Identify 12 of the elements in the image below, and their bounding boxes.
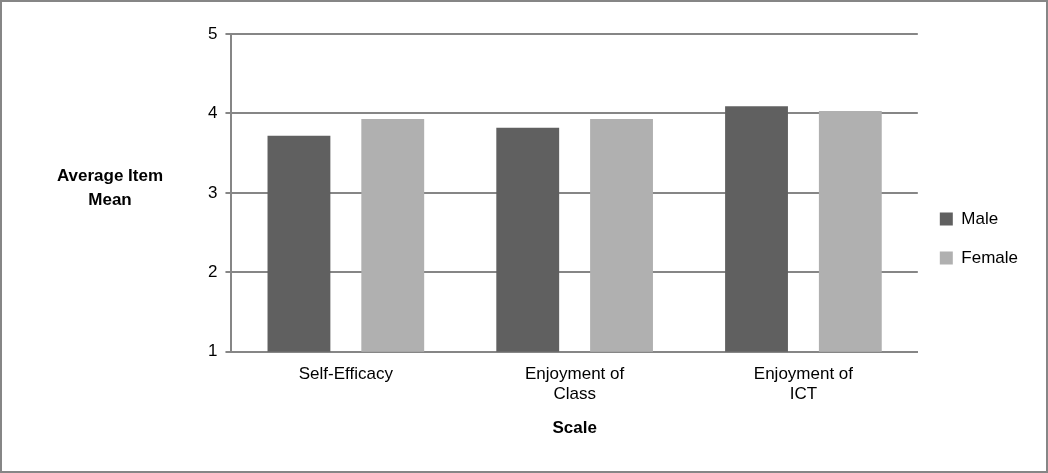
- y-axis-title: Average Item Mean: [56, 165, 164, 209]
- y-tick-label: 4: [207, 103, 218, 123]
- legend-label: Female: [961, 247, 1018, 267]
- y-tick-label: 3: [207, 182, 218, 202]
- legend-label: Male: [961, 208, 999, 228]
- x-tick-label: Enjoyment of Class: [525, 363, 625, 404]
- x-tick-label: Enjoyment of ICT: [753, 363, 854, 404]
- x-axis-title: Scale: [552, 418, 597, 438]
- x-tick-label: Self-Efficacy: [298, 363, 394, 383]
- y-tick-label: 5: [207, 23, 218, 43]
- y-tick-label: 1: [207, 341, 218, 361]
- y-tick-label: 2: [207, 262, 218, 282]
